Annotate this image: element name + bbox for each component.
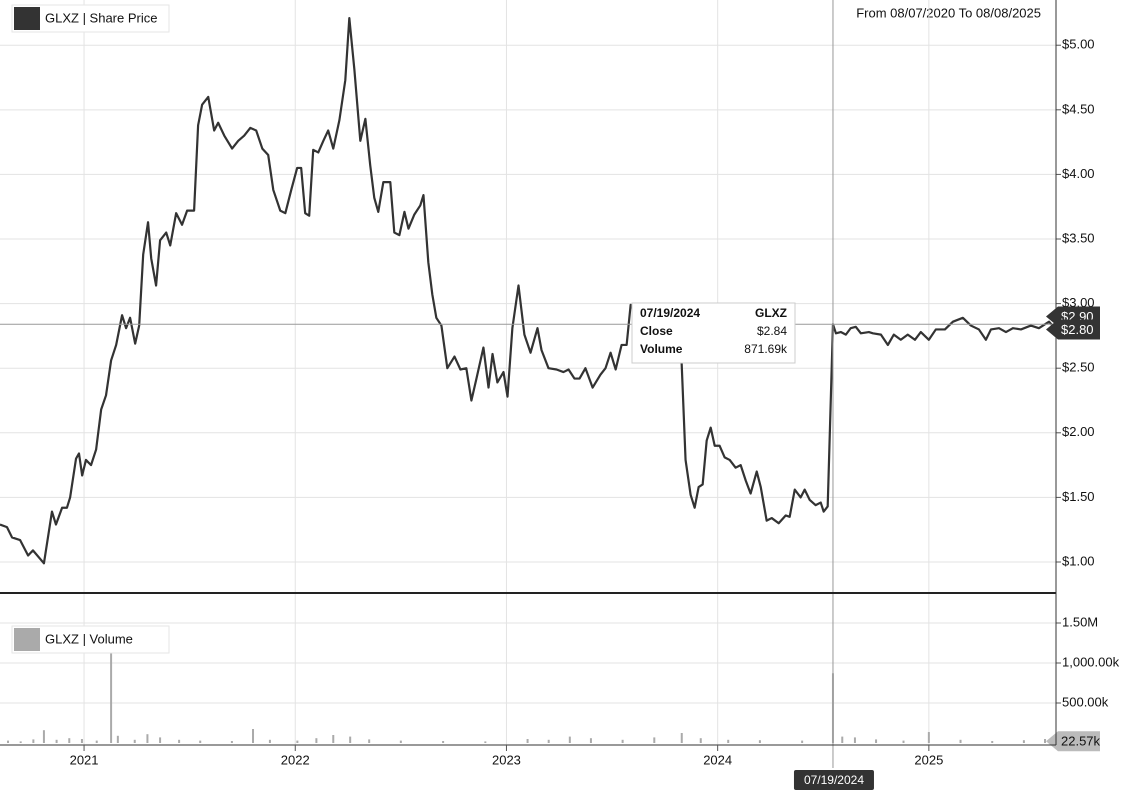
y-tick-label: 500.00k <box>1062 694 1109 709</box>
tooltip-box <box>631 302 796 364</box>
y-tick-label: $5.00 <box>1062 37 1095 52</box>
volume-bar <box>727 739 730 743</box>
volume-bar <box>252 729 255 743</box>
volume-bar <box>296 740 299 743</box>
legend-label: GLXZ | Volume <box>45 631 133 646</box>
volume-bar <box>19 741 22 743</box>
volume-bar <box>991 741 994 743</box>
volume-bar <box>875 739 878 743</box>
tooltip-row-label: Volume <box>640 342 683 356</box>
legend-label: GLXZ | Share Price <box>45 10 157 25</box>
volume-bar <box>133 739 136 743</box>
volume-bar <box>315 738 318 743</box>
x-tick-label: 2021 <box>70 752 99 767</box>
volume-bar <box>1044 739 1047 743</box>
price-line <box>0 16 1057 565</box>
volume-bar <box>42 730 45 743</box>
volume-bar <box>159 737 162 743</box>
y-tick-label: $1.50 <box>1062 489 1095 504</box>
volume-bar <box>146 734 149 743</box>
volume-bar <box>230 741 233 743</box>
volume-bar <box>902 740 905 743</box>
volume-bar <box>178 739 181 743</box>
volume-bar <box>199 740 202 743</box>
overlay-layer: 07/19/2024 07/19/2024 GLXZ Close $2.84 Volume… <box>0 0 1056 790</box>
legend: GLXZ | Volume <box>11 625 170 654</box>
volume-bar <box>653 737 656 743</box>
volume-bar <box>853 737 856 743</box>
y-tick-label: 1,000.00k <box>1062 654 1120 669</box>
volume-bar <box>568 736 571 743</box>
volume-bar <box>332 735 335 743</box>
volume-bar <box>442 741 445 743</box>
x-tick-label: 2024 <box>703 752 732 767</box>
legend: GLXZ | Share Price <box>11 4 170 33</box>
x-tick-label: 2022 <box>281 752 310 767</box>
volume-bar <box>116 735 119 743</box>
value-marker-label: $2.80 <box>1061 322 1094 337</box>
volume-bar <box>80 739 83 743</box>
crosshair-label: 07/19/2024 <box>804 773 864 787</box>
tooltip-symbol: GLXZ <box>755 306 787 320</box>
volume-bar <box>1022 740 1025 743</box>
tooltip-row-value: 871.69k <box>744 342 788 356</box>
volume-bar <box>526 739 529 743</box>
volume-bar <box>680 733 683 743</box>
volume-bar <box>699 738 702 743</box>
volume-bar <box>927 732 930 743</box>
volume-bar <box>399 740 402 743</box>
crosshair-label-box <box>793 770 874 790</box>
date-range: From 08/07/2020 To 08/08/2025 <box>856 5 1041 20</box>
y-tick-label: 1.50M <box>1062 614 1098 629</box>
legend-swatch <box>14 628 40 651</box>
x-tick-label: 2023 <box>492 752 521 767</box>
volume-bar <box>55 739 58 743</box>
value-marker <box>1046 731 1100 752</box>
y-tick-label: $3.50 <box>1062 230 1095 245</box>
tooltip-date: 07/19/2024 <box>640 306 700 320</box>
tooltip-row-value: $2.84 <box>757 324 787 338</box>
y-tick-label: $4.50 <box>1062 101 1095 116</box>
volume-bar <box>959 739 962 743</box>
volume-bar <box>758 740 761 743</box>
volume-bar <box>349 736 352 743</box>
volume-bar <box>268 739 271 743</box>
x-tick-label: 2025 <box>914 752 943 767</box>
y-tick-label: $2.50 <box>1062 360 1095 375</box>
volume-bar <box>547 739 550 743</box>
volume-bar <box>801 740 804 743</box>
volume-bar <box>68 738 71 743</box>
volume-bar <box>110 651 113 743</box>
volume-bar <box>621 739 624 743</box>
tooltip-row-label: Close <box>640 324 673 338</box>
volume-bar <box>589 738 592 743</box>
volume-bar <box>368 739 371 743</box>
y-tick-label: $3.00 <box>1062 295 1095 310</box>
volume-bar <box>32 739 35 743</box>
y-tick-label: $1.00 <box>1062 553 1095 568</box>
legend-swatch <box>14 7 40 30</box>
y-tick-label: $4.00 <box>1062 166 1095 181</box>
y-tick-label: $2.00 <box>1062 424 1095 439</box>
grid-layer <box>0 0 1056 745</box>
volume-bar <box>7 740 10 743</box>
value-marker <box>1046 319 1100 340</box>
volume-bar <box>95 740 98 743</box>
value-marker-label: 22.57k <box>1061 734 1101 749</box>
volume-bar <box>841 736 844 743</box>
volume-bar <box>484 741 487 743</box>
